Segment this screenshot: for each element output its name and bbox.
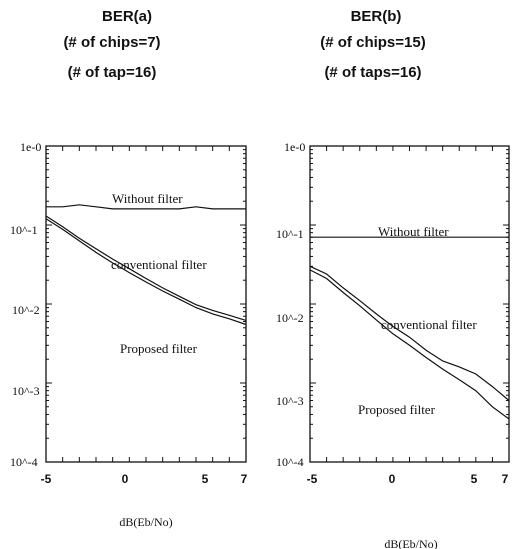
chart-a-ytick-1e0: 1e-0 bbox=[20, 140, 41, 154]
chart-a-xtick-7: 7 bbox=[241, 472, 248, 486]
chart-b-plot-area: 1e-0 10^-1 10^-2 10^-3 10^-4 -5 0 5 7 dB… bbox=[276, 140, 510, 549]
chart-b-ytick-1e-4: 10^-4 bbox=[276, 455, 304, 469]
chart-a-label-proposed-filter: Proposed filter bbox=[120, 341, 198, 356]
chart-b-label-conventional-filter: conventional filter bbox=[381, 317, 477, 332]
chart-a-ytick-1e-4: 10^-4 bbox=[10, 455, 38, 469]
chart-a-ytick-1e-2: 10^-2 bbox=[12, 303, 40, 317]
chart-b-heading-line-2: (# of chips=15) bbox=[320, 34, 425, 51]
chart-a-ytick-1e-1: 10^-1 bbox=[10, 223, 38, 237]
chart-a-label-conventional-filter: conventional filter bbox=[111, 257, 207, 272]
chart-a-label-without-filter: Without filter bbox=[112, 191, 183, 206]
chart-b-ytick-1e0: 1e-0 bbox=[284, 140, 305, 154]
chart-a-series-proposed-filter bbox=[45, 218, 247, 326]
chart-b-heading-line-3: (# of taps=16) bbox=[324, 64, 421, 81]
chart-b-xtick-0: 0 bbox=[389, 472, 396, 486]
chart-a-series-without-filter bbox=[46, 204, 246, 210]
chart-a-heading-line-2: (# of chips=7) bbox=[63, 34, 160, 51]
chart-b-ytick-1e-3: 10^-3 bbox=[276, 394, 304, 408]
chart-a-x-axis-label: dB(Eb/No) bbox=[119, 515, 172, 529]
chart-a-curves bbox=[45, 204, 247, 326]
chart-b-xtick-minus5: -5 bbox=[307, 472, 318, 486]
chart-b-xtick-5: 5 bbox=[471, 472, 478, 486]
chart-a-xtick-5: 5 bbox=[202, 472, 209, 486]
chart-b-series-conventional-filter bbox=[309, 265, 510, 401]
chart-a-plot-area: 1e-0 10^-1 10^-2 10^-3 10^-4 -5 0 5 7 dB… bbox=[10, 140, 248, 529]
chart-a-xtick-minus5: -5 bbox=[41, 472, 52, 486]
chart-a-series-conventional-filter bbox=[45, 215, 247, 321]
chart-a-ytick-1e-3: 10^-3 bbox=[12, 384, 40, 398]
chart-a-heading-line-3: (# of tap=16) bbox=[68, 64, 157, 81]
chart-b-series-proposed-filter bbox=[309, 269, 510, 420]
chart-b-ytick-1e-2: 10^-2 bbox=[276, 311, 304, 325]
chart-a-heading-line-1: BER(a) bbox=[102, 8, 152, 25]
chart-b-xtick-7: 7 bbox=[502, 472, 509, 486]
chart-b-label-without-filter: Without filter bbox=[378, 224, 449, 239]
chart-b-heading-line-1: BER(b) bbox=[351, 8, 402, 25]
chart-a-xtick-0: 0 bbox=[122, 472, 129, 486]
chart-b-ticks bbox=[309, 145, 510, 463]
chart-b-curves bbox=[309, 236, 510, 420]
chart-b-ytick-1e-1: 10^-1 bbox=[276, 227, 304, 241]
chart-a-ticks bbox=[45, 145, 247, 463]
chart-b-label-proposed-filter: Proposed filter bbox=[358, 402, 436, 417]
chart-b-x-axis-label: dB(Eb/No) bbox=[384, 537, 437, 549]
